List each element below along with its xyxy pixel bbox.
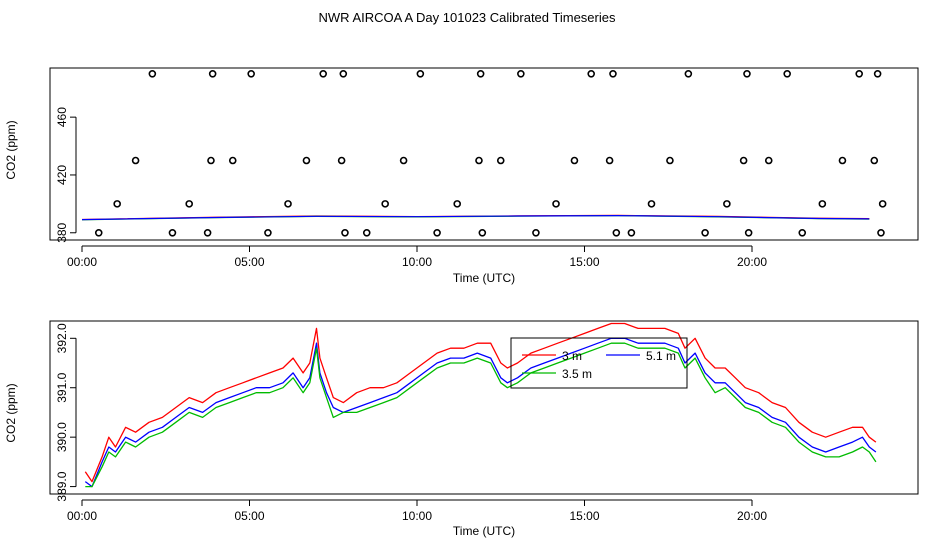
top-calibration-point xyxy=(764,156,773,165)
top-calibration-point xyxy=(838,156,847,165)
legend-label-3m: 3 m xyxy=(562,349,582,363)
bottom-panel: Time (UTC) CO2 (ppm) 00:00 05:00 10:00 15:0… xyxy=(4,320,919,538)
top-x-tick-label: 20:00 xyxy=(737,255,767,269)
top-calibration-point xyxy=(247,69,255,78)
top-calibration-point xyxy=(453,200,462,208)
top-calibration-point xyxy=(605,156,614,165)
top-calibration-point xyxy=(517,69,525,78)
bottom-series-line-3-5-m xyxy=(85,342,877,488)
top-x-tick-label: 00:00 xyxy=(67,255,97,269)
legend-label-5-1m: 5.1 m xyxy=(646,349,676,363)
top-calibration-point xyxy=(627,228,636,237)
bottom-y-axis-label: CO2 (ppm) xyxy=(4,383,18,442)
top-series-line-5-1-m xyxy=(81,215,870,221)
top-calibration-point xyxy=(319,69,328,78)
top-x-tick-label: 05:00 xyxy=(234,255,264,269)
top-calibration-point xyxy=(362,228,371,237)
top-calibration-point xyxy=(798,228,807,237)
top-calibration-point xyxy=(783,69,791,78)
legend-box xyxy=(510,337,688,389)
top-calibration-point xyxy=(587,69,596,78)
top-calibration-point xyxy=(870,156,879,165)
top-y-axis-label: CO2 (ppm) xyxy=(4,120,18,179)
top-calibration-point xyxy=(341,228,349,237)
top-calibration-point xyxy=(723,200,731,208)
bottom-y-tick-label: 391.0 xyxy=(55,372,69,402)
top-calibration-point xyxy=(818,200,827,208)
top-calibration-point xyxy=(207,156,215,165)
top-calibration-point xyxy=(302,156,311,165)
top-calibration-point xyxy=(203,228,212,237)
top-calibration-point xyxy=(609,69,617,78)
top-calibration-point xyxy=(647,200,656,208)
top-calibration-point xyxy=(532,228,540,237)
top-x-tick-label: 10:00 xyxy=(402,255,432,269)
legend: 3 m 5.1 m 3.5 m xyxy=(510,337,688,389)
top-calibration-point xyxy=(94,228,103,237)
top-calibration-point xyxy=(399,156,408,165)
top-calibration-point xyxy=(208,69,217,78)
top-calibration-point xyxy=(284,200,292,208)
top-x-tick-label: 15:00 xyxy=(569,255,599,269)
bottom-y-tick-label: 389.0 xyxy=(55,471,69,501)
top-calibration-point xyxy=(433,228,441,237)
bottom-plot-box xyxy=(49,320,919,495)
top-panel: Time (UTC) CO2 (ppm) 00:00 05:00 10:00 15:0… xyxy=(4,67,919,285)
top-y-tick-label: 380 xyxy=(55,222,69,242)
bottom-y-tick-label: 392.0 xyxy=(55,323,69,353)
bottom-x-tick-label: 05:00 xyxy=(234,509,264,523)
legend-label-3-5m: 3.5 m xyxy=(562,367,592,381)
top-plot-box xyxy=(49,67,919,241)
top-calibration-point xyxy=(496,156,505,165)
top-calibration-point xyxy=(185,200,193,208)
top-calibration-point xyxy=(131,156,140,165)
top-calibration-point xyxy=(148,69,157,78)
top-calibration-point xyxy=(337,156,346,165)
top-y-tick-label: 420 xyxy=(55,165,69,185)
bottom-series-line-3-m xyxy=(84,322,877,483)
bottom-x-tick-label: 10:00 xyxy=(402,509,432,523)
bottom-x-tick-label: 15:00 xyxy=(569,509,599,523)
bottom-series-line-5-1-m xyxy=(84,337,877,488)
top-calibration-point xyxy=(744,228,753,237)
top-calibration-point xyxy=(339,69,348,78)
top-calibration-point xyxy=(612,228,621,237)
top-calibration-point xyxy=(684,69,693,78)
bottom-y-tick-label: 390.0 xyxy=(55,422,69,452)
top-calibration-point xyxy=(855,69,864,78)
top-calibration-point xyxy=(552,200,560,208)
top-calibration-point xyxy=(739,156,748,165)
top-calibration-point xyxy=(416,69,425,78)
top-calibration-point xyxy=(873,69,882,78)
top-calibration-point xyxy=(475,156,483,165)
bottom-x-axis-label: Time (UTC) xyxy=(453,524,515,538)
bottom-x-tick-label: 00:00 xyxy=(67,509,97,523)
top-data-layer: 00:00 05:00 10:00 15:00 20:00 380 420 460 xyxy=(55,69,887,269)
top-calibration-point xyxy=(478,228,487,237)
top-calibration-point xyxy=(701,228,709,237)
top-calibration-point xyxy=(570,156,579,165)
top-y-tick-label: 460 xyxy=(55,107,69,127)
top-x-axis-label: Time (UTC) xyxy=(453,271,515,285)
top-calibration-point xyxy=(381,200,389,208)
figure-title: NWR AIRCOA A Day 101023 Calibrated Times… xyxy=(319,10,616,25)
top-calibration-point xyxy=(743,69,751,78)
top-calibration-point xyxy=(666,156,674,165)
top-calibration-point xyxy=(113,200,121,208)
top-calibration-point xyxy=(168,228,177,237)
top-calibration-point xyxy=(476,69,485,78)
top-calibration-point xyxy=(878,200,887,208)
top-calibration-point xyxy=(877,228,885,237)
top-calibration-point xyxy=(228,156,237,165)
top-calibration-point xyxy=(264,228,272,237)
bottom-x-tick-label: 20:00 xyxy=(737,509,767,523)
bottom-data-layer: 00:00 05:00 10:00 15:00 20:00 389.0 390.0 391.0… xyxy=(55,322,877,523)
